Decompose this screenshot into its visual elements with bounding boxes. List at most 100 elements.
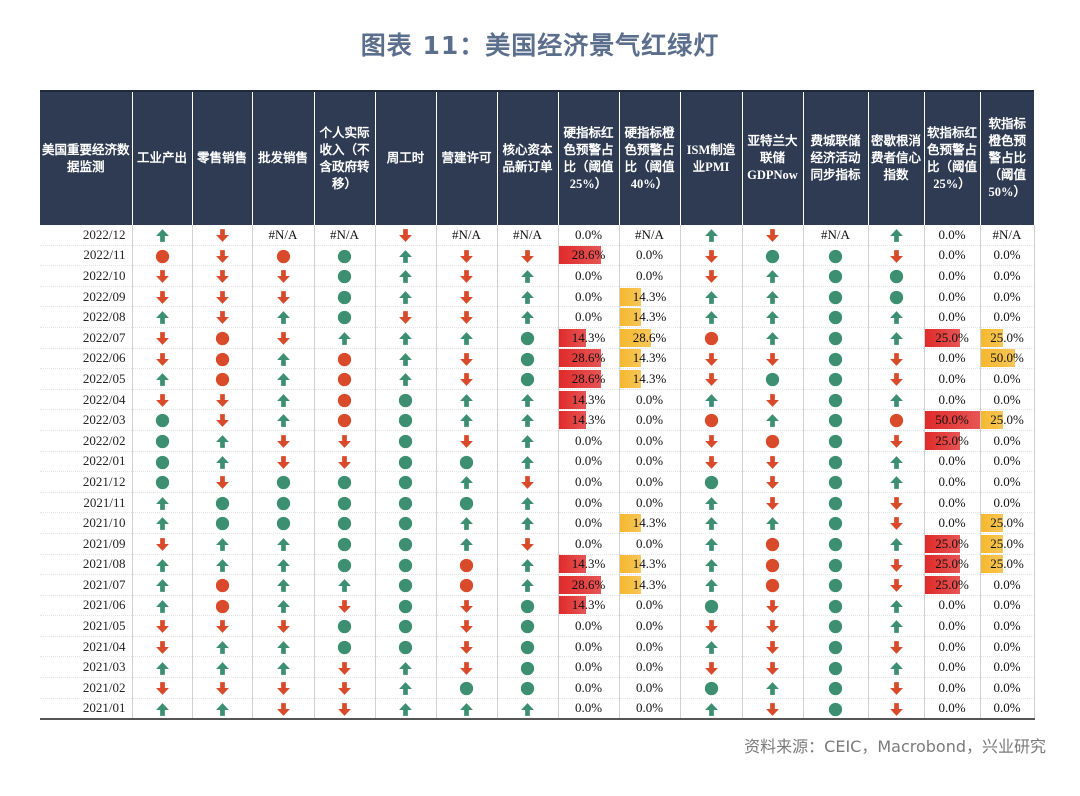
soft-orange-share-cell: 25.0%	[980, 533, 1035, 555]
signal-cell	[680, 286, 743, 308]
signal-cell	[497, 615, 559, 637]
signal-cell	[680, 554, 743, 576]
soft-orange-share-cell: 0.0%	[980, 286, 1035, 308]
signal-cell	[252, 492, 315, 514]
hard-orange-share-cell: 0.0%	[619, 265, 681, 287]
arrow-down-icon	[460, 352, 473, 366]
column-header: 软指标橙色预警占比（阈值50%）	[980, 90, 1034, 225]
percent-value: 0.0%	[938, 247, 966, 263]
signal-cell	[680, 430, 743, 452]
signal-cell	[680, 368, 743, 390]
warning-bar	[924, 575, 961, 594]
arrow-down-icon	[338, 682, 351, 696]
column-header: 周工时	[375, 90, 437, 225]
soft-red-share-cell: 0.0%	[924, 389, 981, 411]
percent-value: 14.3%	[571, 597, 606, 613]
warning-bar	[924, 555, 961, 574]
signal-cell	[436, 698, 498, 721]
arrow-up-icon	[155, 599, 169, 613]
signal-cell	[375, 225, 437, 246]
soft-orange-share-cell: 0.0%	[980, 595, 1035, 617]
signal-cell	[803, 306, 869, 328]
hard-orange-share-cell: 0.0%	[619, 636, 681, 658]
arrow-down-icon	[766, 229, 779, 242]
date-cell: 2021/10	[40, 512, 133, 534]
arrow-down-icon	[766, 455, 779, 469]
percent-value: 0.0%	[938, 370, 966, 386]
hard-orange-share-cell: 0.0%	[619, 533, 681, 555]
soft-orange-share-cell: 0.0%	[980, 615, 1035, 637]
source-note: 资料来源：CEIC，Macrobond，兴业研究	[744, 737, 1046, 756]
arrow-down-icon	[155, 538, 169, 551]
signal-cell	[314, 636, 376, 658]
arrow-up-icon	[155, 661, 169, 675]
percent-value: 0.0%	[993, 659, 1021, 675]
signal-cell	[132, 615, 193, 637]
arrow-up-icon	[889, 476, 903, 490]
percent-value: 0.0%	[635, 659, 664, 675]
green-circle-icon	[155, 476, 169, 490]
table-header-row: 美国重要经济数据监测 工业产出 零售销售 批发销售 个人实际收入（不含政府转移） 周工时营…	[40, 90, 1034, 225]
hard-red-share-cell: 0.0%	[558, 698, 620, 721]
signal-cell	[436, 595, 498, 617]
arrow-down-icon	[338, 435, 351, 448]
green-circle-icon	[459, 681, 474, 696]
green-circle-icon	[828, 702, 843, 716]
warning-bar	[980, 411, 1004, 430]
signal-cell	[314, 389, 376, 411]
date-cell: 2021/04	[40, 636, 133, 658]
arrow-down-icon	[704, 620, 718, 634]
percent-value: 0.0%	[938, 453, 966, 469]
soft-orange-share-cell: 0.0%	[980, 698, 1035, 721]
signal-cell	[252, 348, 315, 370]
signal-cell	[192, 389, 253, 411]
signal-cell	[192, 265, 253, 287]
green-circle-icon	[337, 558, 352, 572]
green-circle-icon	[459, 496, 474, 510]
soft-orange-share-cell: 0.0%	[980, 265, 1035, 287]
table-row: 2021/01 0.0% 0.0% 0.0% 0.0%	[40, 698, 1035, 721]
signal-cell	[436, 245, 498, 267]
arrow-down-icon	[889, 435, 903, 448]
arrow-down-icon	[889, 579, 903, 593]
arrow-up-icon	[338, 579, 351, 593]
arrow-up-icon	[399, 249, 412, 263]
signal-cell	[497, 554, 559, 576]
signal-cell	[132, 409, 193, 431]
signal-cell	[314, 595, 376, 617]
signal-cell	[680, 265, 743, 287]
hard-red-share-cell: 0.0%	[558, 492, 620, 514]
hard-red-share-cell: 14.3%	[558, 389, 620, 411]
percent-value: 0.0%	[574, 432, 603, 448]
warning-bar	[558, 575, 602, 594]
signal-cell	[314, 677, 376, 699]
signal-cell	[868, 471, 925, 493]
soft-orange-share-cell: 25.0%	[980, 512, 1035, 534]
signal-cell	[192, 286, 253, 308]
percent-value: 25.0%	[990, 329, 1024, 345]
green-circle-icon	[520, 640, 535, 655]
percent-value: 0.0%	[938, 494, 966, 510]
arrow-up-icon	[276, 599, 290, 613]
signal-cell	[497, 471, 559, 493]
green-circle-icon	[828, 414, 843, 428]
percent-value: 0.0%	[938, 597, 966, 613]
hard-red-share-cell: 14.3%	[558, 595, 620, 617]
signal-cell	[436, 430, 498, 452]
signal-cell	[497, 492, 559, 514]
arrow-up-icon	[460, 538, 473, 551]
signal-cell	[868, 348, 925, 370]
arrow-down-icon	[889, 249, 903, 263]
arrow-up-icon	[276, 311, 290, 325]
arrow-up-icon	[276, 640, 290, 654]
signal-cell	[132, 451, 193, 473]
signal-cell: #N/A	[497, 225, 559, 246]
signal-cell	[742, 512, 804, 534]
signal-cell	[314, 492, 376, 514]
signal-cell	[680, 636, 743, 658]
percent-value: 28.6%	[571, 370, 606, 386]
signal-cell	[742, 225, 804, 246]
signal-cell	[132, 677, 193, 699]
soft-orange-share-cell: 0.0%	[980, 451, 1035, 473]
arrow-up-icon	[276, 393, 290, 407]
